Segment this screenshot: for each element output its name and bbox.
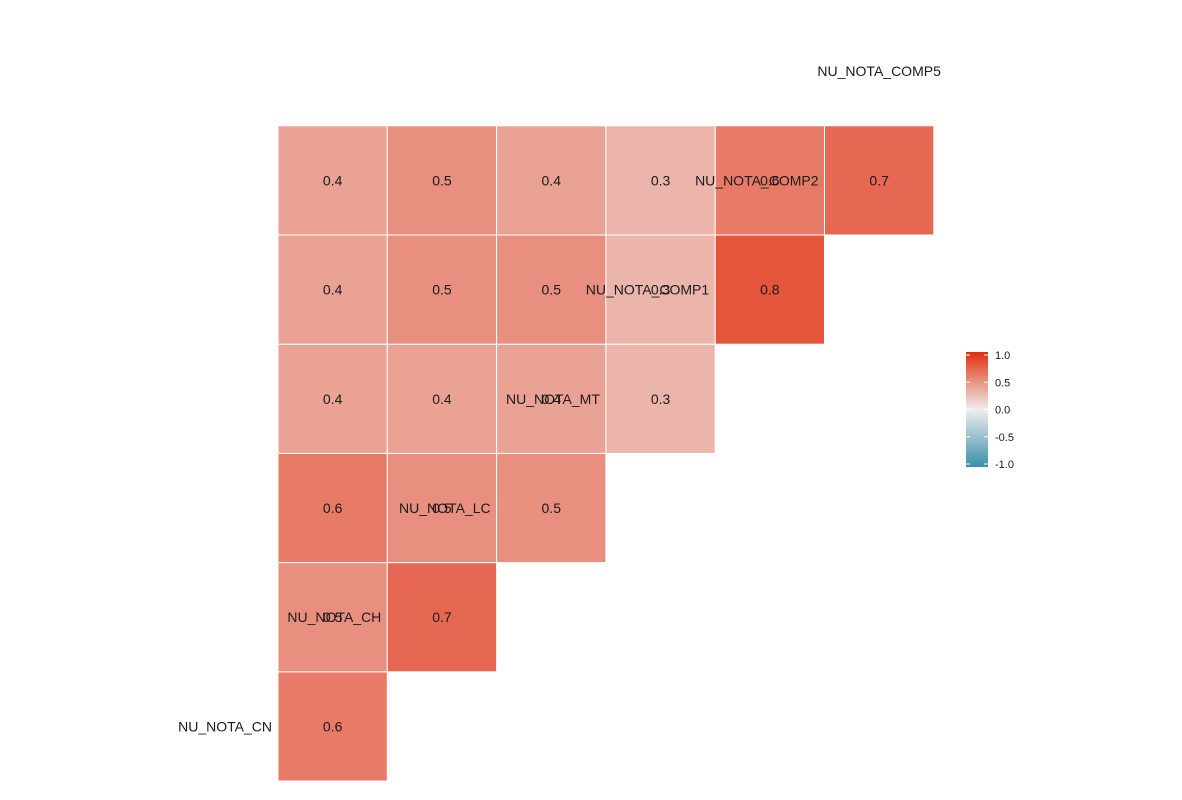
cell-value-label: 0.8 (760, 282, 780, 298)
legend-tick-label: 1.0 (995, 350, 1010, 362)
cell-value-label: 0.4 (432, 391, 452, 407)
heatmap-cell (605, 343, 716, 454)
legend-tick-label: 0.5 (995, 377, 1010, 389)
heatmap-cell (605, 234, 716, 345)
heatmap-cell (496, 125, 607, 236)
legend-tick-label: 0.0 (995, 405, 1010, 417)
cell-value-label: 0.4 (323, 391, 343, 407)
variable-label: NU_NOTA_COMP1 (586, 282, 710, 298)
heatmap-cell (824, 125, 935, 236)
heatmap-cell (386, 125, 498, 236)
cell-value-label: 0.6 (323, 718, 343, 734)
variable-labels: NU_NOTA_CN NU_NOTA_CH NU_NOTA_LC NU_NOTA_MT… (178, 63, 941, 735)
heatmap-cell (277, 452, 388, 564)
cell-value-label: 0.3 (651, 282, 671, 298)
heatmap-cell (605, 125, 716, 236)
cell-value-label: 0.7 (432, 609, 452, 625)
heatmap-cell (496, 234, 607, 345)
cell-value-label: 0.5 (542, 282, 562, 298)
cell-value-label: 0.3 (651, 391, 671, 407)
cell-value-label: 0.5 (542, 500, 562, 516)
heatmap-cell (386, 343, 498, 454)
cell-value-label: 0.3 (651, 172, 671, 188)
color-legend: 1.0 0.5 0.0 -0.5 -1.0 (966, 350, 1014, 471)
cell-value-label: 0.6 (760, 172, 780, 188)
heatmap-cell (714, 125, 826, 236)
cell-value-label: 0.4 (542, 172, 562, 188)
heatmap-cell (386, 562, 498, 673)
heatmap-cells: 0.6 0.5 0.7 0.6 0.5 0.5 0.4 0.4 0.4 0.3 0.4 0.5 0.5 0… (277, 125, 935, 782)
cell-value-label: 0.5 (432, 500, 452, 516)
cell-value-label: 0.4 (323, 282, 343, 298)
variable-label: NU_NOTA_COMP2 (695, 172, 819, 188)
heatmap-cell (277, 343, 388, 454)
heatmap-cell (277, 125, 388, 236)
cell-value-label: 0.4 (323, 172, 343, 188)
heatmap-cell (277, 562, 388, 673)
legend-tick-label: -0.5 (995, 432, 1014, 444)
legend-colorbar (966, 352, 988, 467)
legend-tick-label: -1.0 (995, 459, 1014, 471)
cell-value-label: 0.5 (432, 282, 452, 298)
variable-label: NU_NOTA_COMP5 (817, 63, 941, 79)
cell-value-label: 0.5 (323, 609, 343, 625)
variable-label: NU_NOTA_MT (506, 391, 600, 407)
variable-label: NU_NOTA_CN (178, 718, 272, 734)
variable-label: NU_NOTA_CH (287, 609, 381, 625)
heatmap-cell (277, 234, 388, 345)
cell-value-label: 0.4 (542, 391, 562, 407)
heatmap-cell (277, 671, 388, 782)
cell-value-label: 0.6 (323, 500, 343, 516)
variable-label: NU_NOTA_LC (399, 500, 491, 516)
cell-value-label: 0.7 (869, 172, 889, 188)
cell-value-label: 0.5 (432, 172, 452, 188)
heatmap-cell (496, 343, 607, 454)
